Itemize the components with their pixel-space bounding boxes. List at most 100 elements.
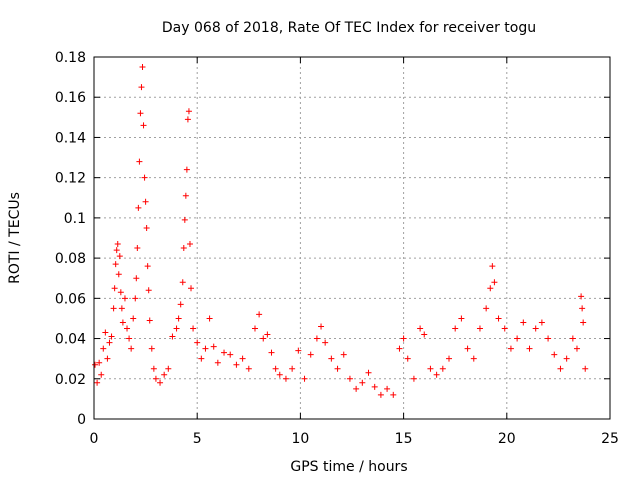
data-point xyxy=(138,84,145,91)
data-point xyxy=(580,319,587,326)
data-point xyxy=(334,365,341,372)
data-point xyxy=(483,305,490,312)
data-point xyxy=(183,166,190,173)
y-tick-label: 0 xyxy=(77,412,86,428)
data-point xyxy=(227,351,234,358)
data-point xyxy=(104,355,111,362)
x-tick-label: 15 xyxy=(395,431,413,447)
data-point xyxy=(427,365,434,372)
data-point xyxy=(119,319,126,326)
data-point xyxy=(157,379,164,386)
data-point xyxy=(318,323,325,330)
tick-labels: 0 0.02 0.04 0.06 0.08 0.1 0.12 0.14 0.16 0.18 0 5 10… xyxy=(55,50,619,447)
x-tick-label: 25 xyxy=(601,431,619,447)
data-point xyxy=(136,158,143,165)
data-point xyxy=(578,293,585,300)
data-point xyxy=(520,319,527,326)
data-point xyxy=(181,216,188,223)
data-point xyxy=(514,335,521,342)
data-point xyxy=(113,247,120,254)
data-point xyxy=(94,379,101,386)
data-point xyxy=(121,295,128,302)
x-tick-label: 0 xyxy=(90,431,99,447)
data-point xyxy=(102,329,109,336)
data-point xyxy=(142,198,149,205)
data-point xyxy=(106,339,113,346)
data-point xyxy=(186,241,193,248)
data-point xyxy=(194,339,201,346)
data-point xyxy=(152,375,159,382)
data-point xyxy=(470,355,477,362)
data-point xyxy=(145,287,152,294)
data-point xyxy=(328,355,335,362)
data-point xyxy=(433,371,440,378)
data-point xyxy=(140,122,147,129)
data-point xyxy=(165,365,172,372)
data-point xyxy=(245,365,252,372)
chart-title: Day 068 of 2018, Rate Of TEC Index for r… xyxy=(162,20,536,36)
data-point xyxy=(563,355,570,362)
data-point xyxy=(545,335,552,342)
data-point xyxy=(130,315,137,322)
y-tick-label: 0.02 xyxy=(55,372,86,388)
data-point xyxy=(390,391,397,398)
data-point xyxy=(439,365,446,372)
x-tick-label: 20 xyxy=(498,431,516,447)
data-point xyxy=(182,192,189,199)
data-point xyxy=(108,333,115,340)
data-point xyxy=(177,301,184,308)
data-point xyxy=(446,355,453,362)
data-point xyxy=(132,295,139,302)
data-point xyxy=(251,325,258,332)
data-point xyxy=(133,275,140,282)
data-point xyxy=(141,174,148,181)
y-tick-label: 0.08 xyxy=(55,251,86,267)
data-point xyxy=(161,371,168,378)
data-points xyxy=(92,64,589,398)
data-point xyxy=(322,339,329,346)
data-point xyxy=(353,385,360,392)
data-point xyxy=(137,110,144,117)
data-point xyxy=(143,224,150,231)
data-point xyxy=(112,261,119,268)
data-point xyxy=(139,64,146,71)
data-point xyxy=(221,349,228,356)
data-point xyxy=(551,351,558,358)
data-point xyxy=(144,263,151,270)
data-point xyxy=(210,343,217,350)
data-point xyxy=(301,375,308,382)
data-point xyxy=(260,335,267,342)
data-point xyxy=(501,325,508,332)
data-point xyxy=(396,345,403,352)
y-tick-label: 0.1 xyxy=(64,211,86,227)
data-point xyxy=(289,365,296,372)
data-point xyxy=(526,345,533,352)
data-point xyxy=(313,335,320,342)
data-point xyxy=(532,325,539,332)
data-point xyxy=(272,365,279,372)
data-point xyxy=(476,325,483,332)
data-point xyxy=(340,351,347,358)
data-point xyxy=(573,345,580,352)
data-point xyxy=(417,325,424,332)
data-point xyxy=(114,241,121,248)
data-point xyxy=(557,365,564,372)
data-point xyxy=(184,116,191,123)
data-point xyxy=(268,349,275,356)
data-point xyxy=(116,253,123,260)
x-tick-label: 5 xyxy=(193,431,202,447)
axis-ticks xyxy=(93,56,611,420)
y-tick-label: 0.12 xyxy=(55,171,86,187)
data-point xyxy=(202,345,209,352)
grid xyxy=(94,57,610,419)
data-point xyxy=(464,345,471,352)
y-tick-label: 0.14 xyxy=(55,130,86,146)
data-point xyxy=(282,375,289,382)
data-point xyxy=(124,325,131,332)
data-point xyxy=(491,279,498,286)
data-point xyxy=(458,315,465,322)
y-axis-label: ROTI / TECUs xyxy=(7,192,23,284)
data-point xyxy=(126,335,133,342)
data-point xyxy=(400,335,407,342)
